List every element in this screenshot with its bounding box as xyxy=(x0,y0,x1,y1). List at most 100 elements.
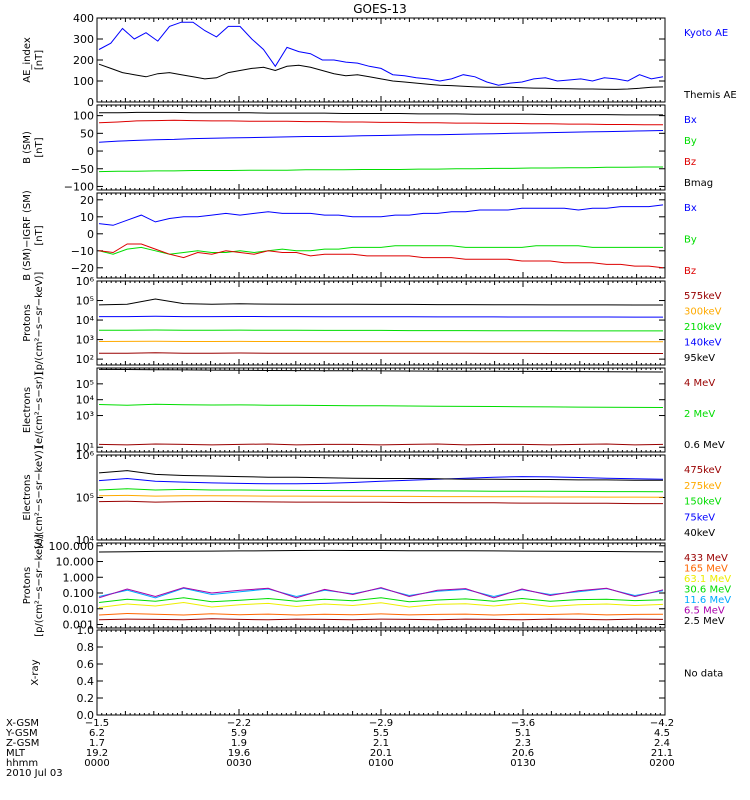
no-data-note: No data xyxy=(684,669,723,680)
panel-frame xyxy=(96,367,666,453)
y-tick-label: 0.001 xyxy=(63,619,95,632)
legend-entry: 165 MeV xyxy=(684,564,728,575)
y-tick-label: 10² xyxy=(76,353,94,366)
y-tick-label: 0.4 xyxy=(77,675,95,688)
panel-xray: 0.0 0.2 0.4 0.6 0.8 1.0 X-ray No data xyxy=(30,624,723,722)
legend-entry: Bz xyxy=(684,157,696,168)
legend-entry: Bmag xyxy=(684,178,713,189)
series-line-electrons-mev-0 xyxy=(98,443,664,446)
y-axis-label: Electrons xyxy=(22,474,33,520)
series-line-electrons-kev-3 xyxy=(98,476,664,485)
legend-entry: 2.5 MeV xyxy=(684,616,725,627)
x-row-label: hhmm xyxy=(6,758,38,769)
legend-entry: 275keV xyxy=(684,481,722,492)
series-line-bigrf-0 xyxy=(98,204,664,226)
y-tick-label: −20 xyxy=(71,262,94,275)
panel-electrons-kev: 10⁴ 10⁵ 10⁶ Electrons [e/(cm²−s−sr−keV)] 475k… xyxy=(22,446,722,549)
x-row-value: 21.1 xyxy=(651,748,673,759)
series-line-electrons-mev-2 xyxy=(98,368,664,373)
x-row-value: 6.2 xyxy=(89,728,105,739)
series-line-protons-mev-0 xyxy=(98,618,664,621)
y-tick-label: 10⁶ xyxy=(76,275,95,288)
panel-frame xyxy=(96,280,666,366)
x-row-value: 19.2 xyxy=(86,748,108,759)
legend-entry: 210keV xyxy=(684,322,722,333)
panel-bsm: −100 −50 0 50 100 B (SM) [nT] Bx By Bz Bmag xyxy=(22,104,713,193)
y-axis-label: [p/(cm²−s−sr−keV)] xyxy=(34,534,45,637)
x-row-value: 0100 xyxy=(368,758,393,769)
series-line-bigrf-1 xyxy=(98,245,663,255)
series-line-bsm-0 xyxy=(98,130,664,143)
y-tick-label: −10 xyxy=(71,245,94,258)
y-tick-label: 0.8 xyxy=(77,641,95,654)
legend-entry: By xyxy=(684,136,697,147)
y-tick-label: 400 xyxy=(73,12,94,25)
x-row-value: 1.9 xyxy=(231,738,247,749)
series-line-protons-low-3 xyxy=(99,315,663,318)
y-tick-label: 10.000 xyxy=(56,556,95,569)
y-axis-label: Protons xyxy=(22,567,33,604)
panel-protons-mev: 0.001 0.010 0.100 1.000 10.000 100.000 Protons… xyxy=(22,534,731,637)
x-row-value: 0030 xyxy=(226,758,251,769)
x-row-value: 5.5 xyxy=(373,728,389,739)
legend-entry: 575keV xyxy=(684,291,722,302)
legend-entry: Bz xyxy=(684,266,696,277)
y-tick-label: 200 xyxy=(73,54,94,67)
series-line-protons-mev-4 xyxy=(98,587,664,599)
x-row-value: −3.6 xyxy=(511,718,535,729)
x-row-label: Z-GSM xyxy=(6,738,39,749)
legend-entry: 475keV xyxy=(684,465,722,476)
x-row-value: 5.9 xyxy=(231,728,247,739)
x-row-value: 4.5 xyxy=(654,728,670,739)
y-tick-label: 100.000 xyxy=(49,540,95,553)
series-line-ae-0 xyxy=(98,21,664,86)
legend-entry: 0.6 MeV xyxy=(684,440,725,451)
series-line-ae-1 xyxy=(98,63,664,90)
y-tick-label: 10 xyxy=(80,211,94,224)
x-row-value: 2.1 xyxy=(373,738,389,749)
x-row-value: 5.1 xyxy=(515,728,531,739)
series-line-electrons-kev-0 xyxy=(98,500,663,505)
panel-frame xyxy=(96,629,666,716)
legend-entry: 6.5 MeV xyxy=(684,606,725,617)
legend-entry: Bx xyxy=(684,203,697,214)
x-row-value: 2.3 xyxy=(515,738,531,749)
y-tick-label: 10⁴ xyxy=(76,534,95,547)
y-tick-label: 20 xyxy=(80,194,94,207)
x-row-value: 19.6 xyxy=(228,748,250,759)
panel-frame xyxy=(96,104,666,191)
series-line-protons-mev-2 xyxy=(98,601,664,608)
y-tick-label: 0.010 xyxy=(63,603,95,616)
x-row-label: X-GSM xyxy=(6,718,39,729)
series-line-protons-low-1 xyxy=(98,340,663,343)
y-tick-label: −50 xyxy=(71,163,94,176)
y-tick-label: 0 xyxy=(87,145,94,158)
y-tick-label: 0.2 xyxy=(77,692,95,705)
x-row-label: Y-GSM xyxy=(5,728,38,739)
x-row-value: −2.9 xyxy=(369,718,393,729)
legend-entry: Kyoto AE xyxy=(684,28,728,39)
series-line-protons-mev-3 xyxy=(98,597,664,603)
legend-entry: 2 MeV xyxy=(684,409,715,420)
date-label: 2010 Jul 03 xyxy=(6,768,63,779)
y-axis-label: B (SM)−IGRF (SM) xyxy=(22,190,33,281)
series-line-protons-mev-5 xyxy=(98,587,664,599)
x-row-value: 1.7 xyxy=(89,738,105,749)
legend-entry: 11.6 MeV xyxy=(684,595,731,606)
y-axis-label: [p/(cm²−s−sr−keV)] xyxy=(34,272,45,375)
y-tick-label: 10⁵ xyxy=(76,492,94,505)
y-tick-label: 10⁴ xyxy=(76,394,95,407)
y-tick-label: 0.6 xyxy=(77,658,95,671)
figure-title: GOES-13 xyxy=(353,2,407,16)
legend-entry: Themis AE xyxy=(683,90,737,101)
y-tick-label: 0 xyxy=(87,228,94,241)
series-line-electrons-kev-4 xyxy=(98,470,663,481)
series-line-bsm-3 xyxy=(99,111,663,116)
series-line-electrons-kev-2 xyxy=(98,488,664,493)
series-line-bigrf-2 xyxy=(98,243,664,269)
legend-entry: Bx xyxy=(684,115,697,126)
series-line-protons-low-2 xyxy=(99,329,663,332)
series-line-electrons-kev-1 xyxy=(98,494,664,498)
